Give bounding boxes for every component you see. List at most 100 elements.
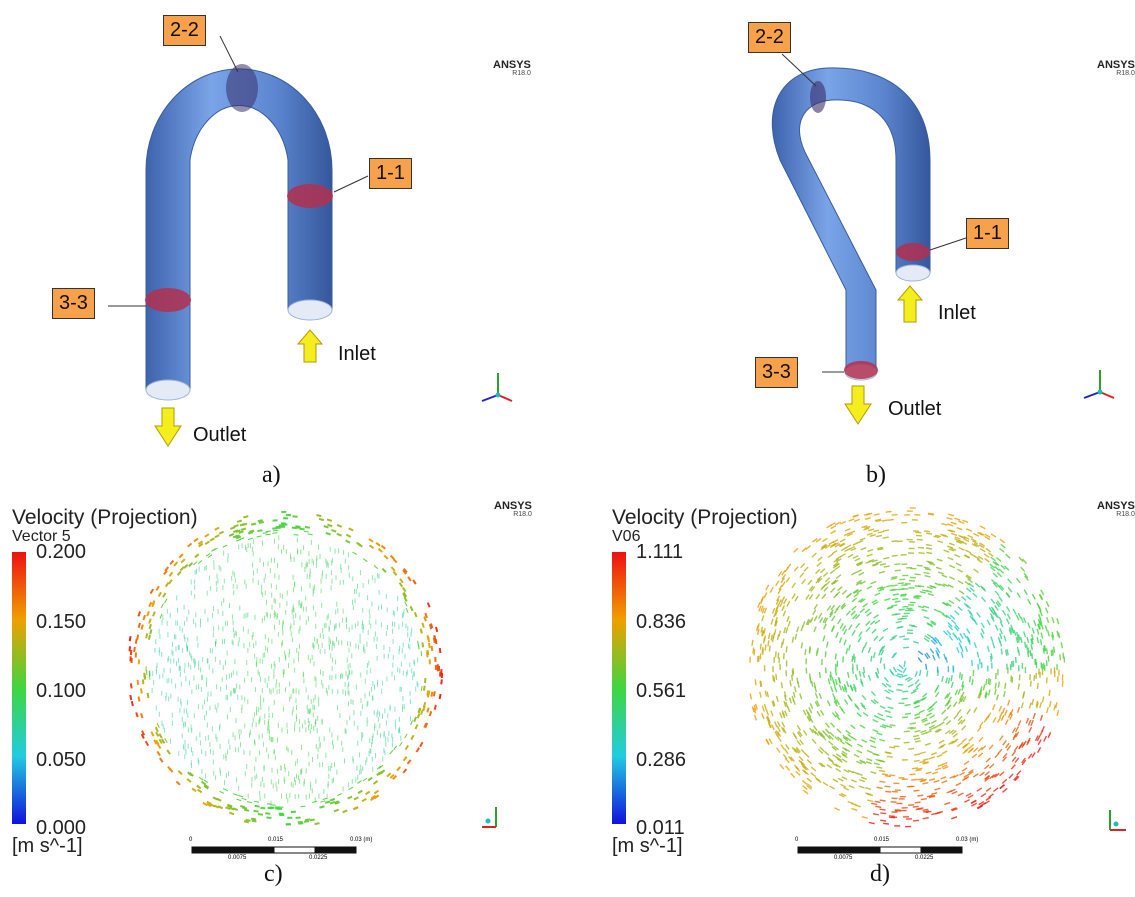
velocity-vector — [988, 678, 992, 686]
velocity-vector — [942, 534, 949, 538]
velocity-vector — [307, 533, 313, 536]
velocity-vector — [336, 523, 343, 528]
velocity-vector — [921, 717, 928, 722]
velocity-vector — [392, 558, 398, 564]
velocity-vector — [156, 722, 160, 729]
velocity-vector — [963, 760, 970, 766]
velocity-vector — [946, 602, 952, 607]
velocity-vector — [265, 533, 271, 536]
velocity-vector — [1034, 735, 1039, 742]
velocity-vector — [986, 619, 991, 626]
velocity-vector — [830, 626, 835, 633]
velocity-vector — [840, 604, 847, 610]
velocity-vector — [942, 630, 949, 636]
velocity-vector — [869, 620, 876, 626]
velocity-vector — [859, 598, 866, 604]
velocity-vector — [791, 746, 797, 753]
velocity-vector — [998, 616, 1003, 623]
velocity-vector — [774, 651, 777, 658]
velocity-vector — [994, 624, 999, 631]
velocity-vector — [829, 612, 834, 618]
velocity-vector — [765, 738, 770, 745]
ansys-watermark-d: ANSYS R18.0 — [1097, 500, 1135, 519]
velocity-vector — [856, 760, 863, 765]
velocity-vector — [794, 595, 799, 602]
velocity-vector — [946, 704, 952, 710]
velocity-vector — [914, 679, 920, 685]
velocity-vector — [765, 709, 770, 716]
velocity-vector — [832, 693, 836, 700]
velocity-vector — [913, 759, 920, 762]
velocity-vector — [839, 538, 846, 543]
velocity-vector — [246, 801, 253, 804]
section-3-3-ellipse-b — [844, 361, 878, 379]
velocity-vector — [956, 709, 962, 715]
velocity-vector — [818, 693, 823, 700]
velocity-vector — [873, 529, 880, 533]
velocity-vector — [825, 734, 831, 740]
velocity-vector — [158, 733, 163, 739]
velocity-vector — [999, 771, 1005, 777]
velocity-vector — [947, 513, 955, 517]
velocity-vector — [803, 765, 809, 771]
velocity-vector — [250, 522, 257, 526]
velocity-vector — [1039, 714, 1044, 721]
velocity-vector — [299, 527, 305, 531]
velocity-vector — [141, 730, 146, 736]
velocity-vector — [936, 558, 943, 562]
velocity-vector — [749, 693, 753, 700]
velocity-vector — [933, 535, 940, 539]
velocity-vector — [1002, 752, 1008, 759]
velocity-vector — [948, 729, 955, 735]
scale-label-d-2: 0.03 (m) — [956, 837, 979, 843]
velocity-vector — [885, 584, 892, 588]
legend-tick-c-1: 0.150 — [36, 611, 87, 633]
velocity-vector — [309, 818, 315, 822]
velocity-vector — [950, 547, 957, 551]
velocity-vector — [809, 727, 814, 734]
velocity-vector — [934, 687, 939, 693]
velocity-vector — [362, 558, 368, 563]
velocity-vector — [1051, 617, 1055, 624]
velocity-vector — [998, 596, 1003, 602]
velocity-vector — [987, 677, 990, 684]
velocity-vector — [923, 571, 930, 575]
velocity-vector — [134, 638, 138, 644]
velocity-vector — [1056, 618, 1060, 625]
velocity-vector — [187, 542, 193, 548]
velocity-vector — [960, 719, 966, 725]
velocity-vector — [897, 588, 904, 591]
velocity-vector — [947, 529, 954, 533]
velocity-vector — [149, 588, 154, 594]
velocity-vector — [128, 646, 132, 652]
velocity-vector — [238, 794, 244, 798]
velocity-vector — [1040, 589, 1045, 596]
velocity-vector — [968, 743, 975, 749]
velocity-vector — [329, 800, 336, 805]
velocity-vector — [891, 604, 898, 607]
velocity-vector — [1061, 680, 1064, 687]
velocity-vector — [985, 547, 992, 553]
velocity-vector — [1003, 635, 1007, 642]
section-label-3-3-b: 3-3 — [755, 357, 798, 388]
velocity-vector — [819, 762, 826, 768]
velocity-vector — [776, 731, 782, 737]
velocity-vector — [928, 513, 935, 516]
velocity-vector — [754, 679, 757, 686]
velocity-vector — [876, 786, 883, 790]
velocity-vector — [977, 555, 984, 560]
velocity-vector — [897, 582, 904, 585]
velocity-vector — [1007, 699, 1011, 706]
velocity-vector — [779, 601, 784, 608]
velocity-vector — [1018, 556, 1024, 563]
velocity-vector — [758, 605, 762, 612]
velocity-vector — [932, 654, 936, 661]
velocity-vector — [166, 749, 171, 755]
velocity-vector — [812, 537, 818, 543]
velocity-vector — [952, 701, 958, 708]
velocity-vector — [761, 705, 765, 712]
velocity-vector — [368, 538, 374, 543]
velocity-vector — [860, 547, 867, 551]
velocity-vector — [992, 560, 998, 566]
velocity-vector — [768, 738, 773, 745]
